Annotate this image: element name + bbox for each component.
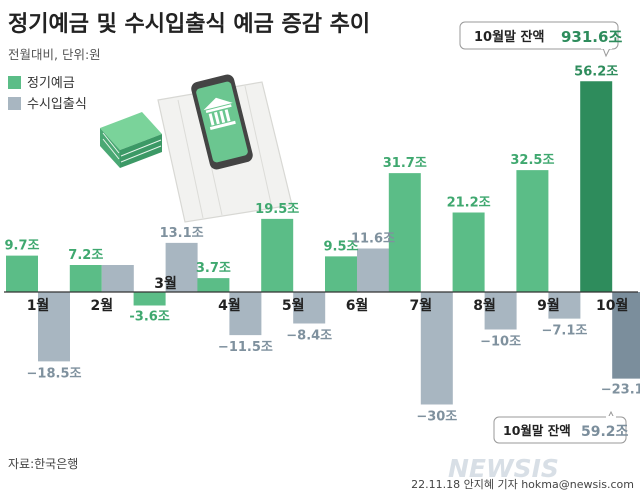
bar-demand-1 xyxy=(38,292,70,362)
label-term-6: 9.5조 xyxy=(324,239,359,254)
category-label-10: 10월 xyxy=(596,297,628,314)
label-demand-9: −7.1조 xyxy=(541,324,587,339)
label-term-8: 21.2조 xyxy=(447,196,491,211)
category-label-2: 2월 xyxy=(90,297,113,314)
label-term-4: 3.7조 xyxy=(196,261,231,276)
label-demand-7: −30조 xyxy=(416,410,457,425)
source-note: 자료:한국은행 xyxy=(8,456,78,471)
bar-term-9 xyxy=(516,170,549,292)
category-label-3: 3월 xyxy=(154,275,177,292)
bar-demand-5 xyxy=(293,292,326,324)
bar-demand-4 xyxy=(229,292,262,336)
legend-swatch-term xyxy=(8,76,21,89)
category-label-8: 8월 xyxy=(473,297,496,314)
label-term-1: 9.7조 xyxy=(5,239,40,254)
bar-term-7 xyxy=(388,173,421,292)
legend-label-demand: 수시입출식 xyxy=(27,97,87,112)
bar-demand-7 xyxy=(420,292,453,405)
label-term-2: 7.2조 xyxy=(68,248,103,263)
label-term-3: -3.6조 xyxy=(129,310,169,325)
watermark-logo: NEWSIS xyxy=(448,454,559,483)
value-labels-group: 9.7조 −18.5조 7.2조 -3.6조 13.1조 3.7조 −11.5조 19.5조 −… xyxy=(5,64,640,424)
label-demand-4: −11.5조 xyxy=(218,340,273,355)
legend-swatch-demand xyxy=(8,97,21,110)
label-demand-8: −10조 xyxy=(480,335,521,350)
category-label-9: 9월 xyxy=(537,297,560,314)
label-demand-5: −8.4조 xyxy=(286,329,332,344)
bar-term-8 xyxy=(452,212,485,292)
bar-term-3 xyxy=(133,292,166,306)
bar-demand-9 xyxy=(548,292,581,319)
label-term-7: 31.7조 xyxy=(383,156,427,171)
bar-demand-10 xyxy=(612,292,640,379)
bar-term-2 xyxy=(69,265,102,292)
label-demand-1: −18.5조 xyxy=(27,366,82,381)
credit-note: 22.11.18 안지혜 기자 hokma@newsis.com xyxy=(411,478,634,491)
label-term-5: 19.5조 xyxy=(255,202,299,217)
category-labels-group: 1월 2월 3월 4월 5월 6월 7월 8월 9월 10월 xyxy=(27,275,629,314)
top-balance-value: 931.6조 xyxy=(561,28,622,46)
label-term-9: 32.5조 xyxy=(510,153,554,168)
label-demand-6: 11.6조 xyxy=(351,232,395,247)
legend-label-term: 정기예금 xyxy=(27,76,75,91)
bar-term-10 xyxy=(580,81,613,292)
label-term-10: 56.2조 xyxy=(574,64,618,79)
bar-demand-8 xyxy=(484,292,517,330)
label-demand-10: −23.1조 xyxy=(601,383,640,398)
category-label-7: 7월 xyxy=(409,297,432,314)
bars-group xyxy=(4,81,640,405)
bar-demand-6 xyxy=(357,248,389,292)
chart-title: 정기예금 및 수시입출식 예금 증감 추이 xyxy=(8,12,370,37)
bar-demand-3 xyxy=(165,242,198,292)
category-label-5: 5월 xyxy=(282,297,305,314)
top-balance-label: 10월말 잔액 xyxy=(474,29,544,45)
bank-phone-illustration-icon xyxy=(100,74,293,223)
top-balance-callout: 10월말 잔액 931.6조 xyxy=(459,21,622,58)
chart-subtitle: 전월대비, 단위:원 xyxy=(8,47,101,62)
bar-term-5 xyxy=(261,218,294,292)
bar-term-6 xyxy=(325,256,357,292)
bar-term-4 xyxy=(197,278,230,292)
category-label-6: 6월 xyxy=(346,297,369,314)
label-demand-3: 13.1조 xyxy=(160,226,204,241)
category-label-1: 1월 xyxy=(27,297,50,314)
bar-demand-2 xyxy=(101,265,134,292)
bar-term-1 xyxy=(6,255,38,292)
bottom-balance-label: 10월말 잔액 xyxy=(503,423,571,438)
bottom-balance-callout: 10월말 잔액 59.2조 xyxy=(493,410,629,444)
category-label-4: 4월 xyxy=(218,297,241,314)
bottom-balance-value: 59.2조 xyxy=(581,424,629,440)
